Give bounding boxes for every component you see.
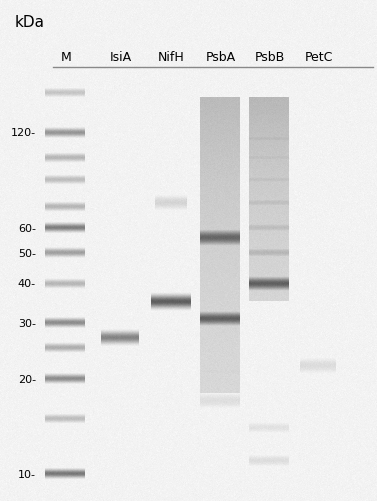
- Text: 120-: 120-: [11, 128, 36, 138]
- Text: 40-: 40-: [18, 279, 36, 289]
- Text: 50-: 50-: [18, 248, 36, 258]
- Text: PetC: PetC: [304, 51, 333, 64]
- Text: NifH: NifH: [158, 51, 185, 64]
- Text: 60-: 60-: [18, 223, 36, 233]
- Text: 10-: 10-: [18, 469, 36, 479]
- Text: 20-: 20-: [18, 374, 36, 384]
- Text: M: M: [61, 51, 71, 64]
- Text: IsiA: IsiA: [110, 51, 132, 64]
- Text: 30-: 30-: [18, 318, 36, 328]
- Text: PsbB: PsbB: [254, 51, 285, 64]
- Text: PsbA: PsbA: [205, 51, 236, 64]
- Text: kDa: kDa: [15, 15, 45, 30]
